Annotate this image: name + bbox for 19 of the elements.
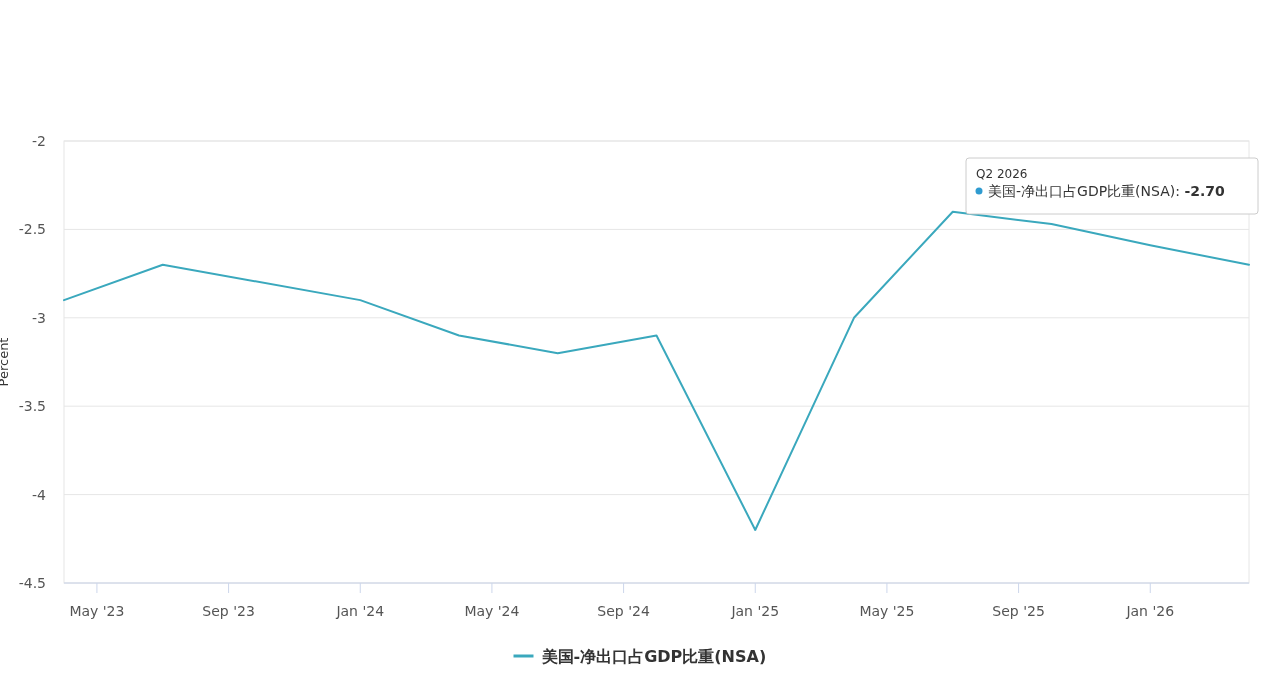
- y-tick-label: -3: [32, 309, 46, 326]
- x-tick-label: Sep '25: [992, 603, 1045, 619]
- annotation: 美国-净出口占GDP比重(NSA): -2.70: [988, 183, 1226, 199]
- x-tick-label: Jan '24: [335, 603, 385, 619]
- annotation: Q2 2026: [976, 167, 1028, 181]
- legend-label: 美国-净出口占GDP比重(NSA): [540, 647, 767, 666]
- x-tick-label: May '24: [464, 603, 520, 619]
- x-tick-label: Jan '25: [730, 603, 780, 619]
- x-tick-label: May '23: [69, 603, 125, 619]
- y-tick-label: -2.5: [18, 221, 46, 238]
- y-tick-label: -4: [32, 486, 47, 503]
- y-tick-label: -4.5: [18, 575, 46, 591]
- x-tick-label: Sep '23: [202, 603, 255, 619]
- x-tick-label: Sep '24: [597, 603, 650, 619]
- y-tick-label: -2: [32, 133, 46, 149]
- y-tick-label: -3.5: [18, 398, 46, 415]
- x-tick-label: May '25: [859, 603, 915, 619]
- line-series: [63, 210, 1250, 531]
- x-tick-label: Jan '26: [1125, 603, 1175, 619]
